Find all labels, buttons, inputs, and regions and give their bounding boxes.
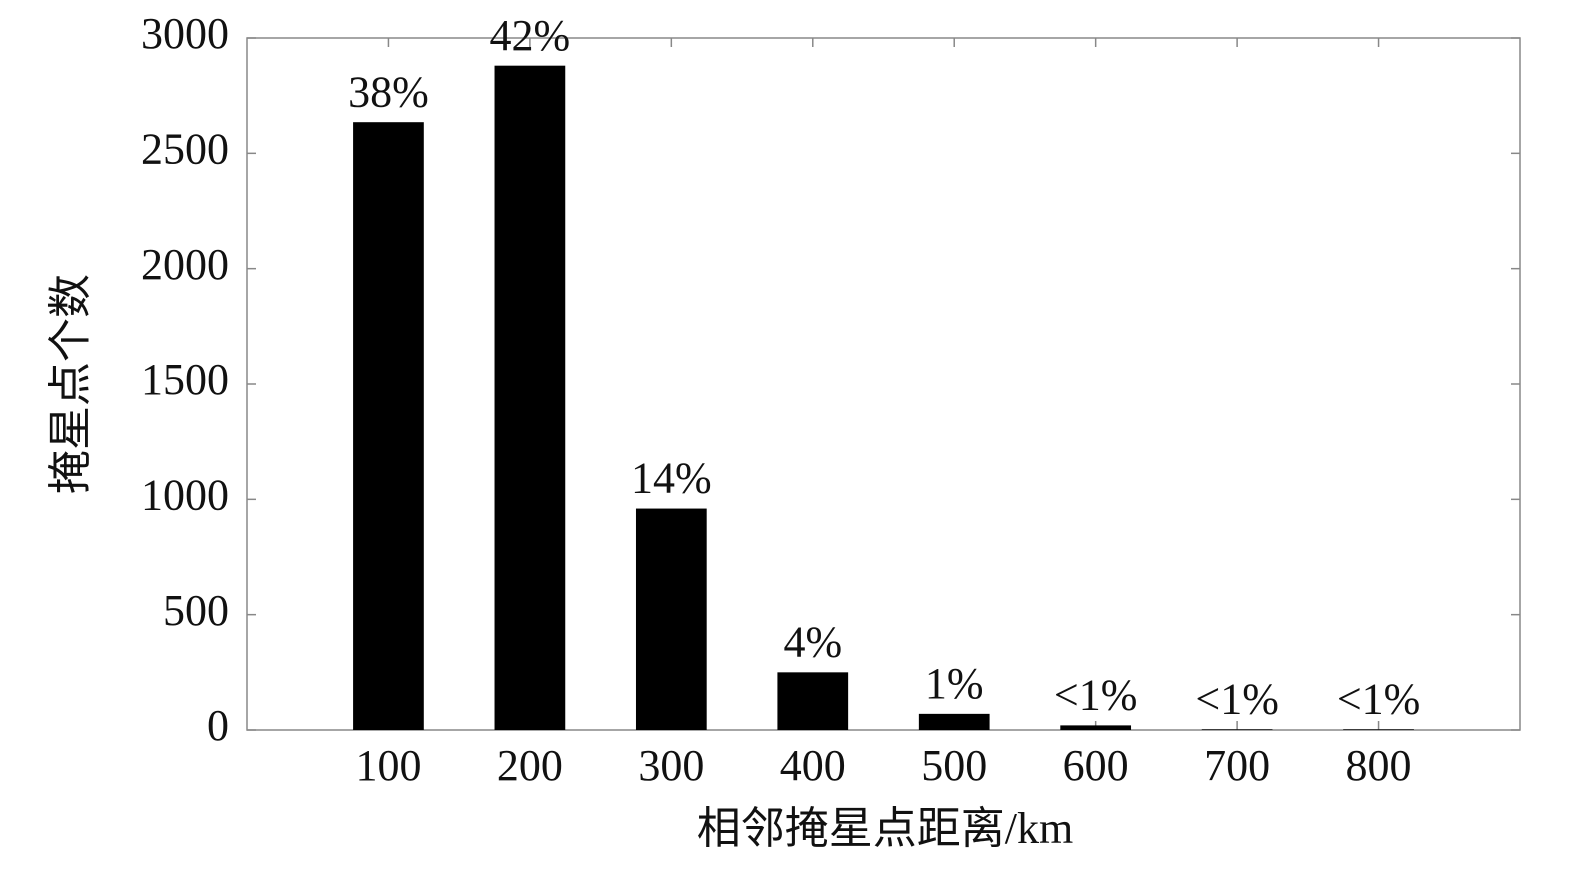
bar [635,508,707,730]
y-tick-label: 500 [163,586,229,635]
bar-label: 14% [631,454,712,503]
y-tick-label: 2500 [141,124,229,173]
x-tick-label: 800 [1346,741,1412,790]
y-axis-label: 掩星点个数 [46,274,95,494]
bar [918,713,990,730]
y-tick-label: 0 [207,701,229,750]
y-tick-label: 2000 [141,240,229,289]
bar-label: 38% [348,67,429,116]
bar-label: <1% [1195,674,1278,723]
bar-label: 4% [783,617,842,666]
bar-label: <1% [1337,674,1420,723]
x-tick-label: 200 [497,741,563,790]
x-tick-label: 500 [921,741,987,790]
bar-label: 1% [925,659,984,708]
x-tick-label: 300 [638,741,704,790]
x-tick-label: 100 [355,741,421,790]
x-tick-label: 600 [1063,741,1129,790]
y-tick-label: 3000 [141,9,229,58]
bar [494,65,566,731]
x-tick-label: 400 [780,741,846,790]
bar [777,672,849,730]
y-tick-label: 1500 [141,355,229,404]
x-axis-label: 相邻掩星点距离/km [697,804,1073,853]
bar-label: <1% [1054,670,1137,719]
plot-frame [246,37,1521,731]
y-tick-label: 1000 [141,470,229,519]
x-tick-label: 700 [1204,741,1270,790]
bar [1060,725,1132,730]
bar-label: 42% [490,11,571,60]
bar [353,122,424,730]
bar [1201,729,1273,730]
bar [1343,729,1414,730]
